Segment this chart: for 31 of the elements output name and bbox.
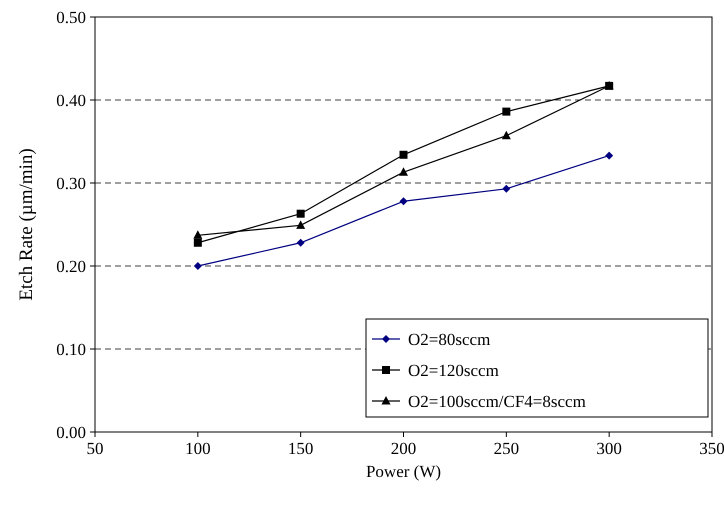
y-tick-label: 0.40: [56, 91, 86, 110]
legend-label: O2=100sccm/CF4=8sccm: [408, 392, 586, 411]
legend-label: O2=120sccm: [408, 361, 499, 380]
y-axis-title: Etch Rate (µm/min): [16, 148, 37, 301]
point: [296, 238, 305, 247]
y-tick-label: 0.20: [56, 257, 86, 276]
y-tick-label: 0.30: [56, 174, 86, 193]
point: [502, 184, 510, 193]
point: [193, 230, 202, 239]
point: [502, 108, 510, 116]
point: [502, 130, 511, 140]
point: [296, 210, 305, 218]
point: [194, 262, 202, 270]
legend-label: O2=80sccm: [408, 330, 490, 349]
y-tick-label: 0.50: [56, 8, 86, 27]
point: [194, 238, 202, 247]
x-tick-label: 250: [494, 439, 520, 458]
point: [400, 197, 408, 206]
x-tick-label: 200: [390, 439, 416, 458]
point: [399, 167, 408, 176]
x-tick-label: 50: [86, 439, 104, 458]
y-tick-label: 0.10: [56, 340, 86, 359]
point: [400, 150, 408, 159]
x-tick-label: 150: [288, 439, 314, 458]
point: [296, 220, 306, 229]
x-tick-label: 100: [185, 439, 211, 458]
x-tick-label: 350: [699, 439, 724, 458]
point: [605, 152, 614, 160]
y-tick-label: 0.00: [56, 423, 86, 442]
x-tick-label: 300: [596, 439, 622, 458]
x-axis-title: Power (W): [366, 462, 442, 481]
